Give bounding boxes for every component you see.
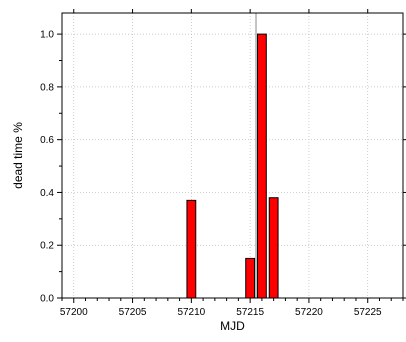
x-tick-label: 57220	[295, 307, 323, 318]
x-tick-label: 57215	[236, 307, 264, 318]
plot-frame	[61, 12, 404, 299]
x-tick-label: 57205	[119, 307, 147, 318]
x-tick-label: 57200	[60, 307, 88, 318]
y-tick-label: 1.0	[40, 30, 54, 41]
ticks	[57, 9, 406, 303]
bar	[268, 197, 279, 299]
x-tick-label: 57210	[177, 307, 205, 318]
y-tick-label: 0.4	[40, 188, 54, 199]
y-axis-title: dead time %	[11, 122, 25, 189]
y-tick-labels: 0.0 0.2 0.4 0.6 0.8 1.0	[40, 30, 54, 305]
bar	[256, 33, 267, 299]
x-tick-label: 57225	[354, 307, 382, 318]
x-tick-labels: 57200 57205 57210 57215 57220 57225	[60, 307, 382, 318]
y-tick-label: 0.2	[40, 241, 54, 252]
bars	[186, 33, 279, 299]
bar	[245, 257, 256, 299]
grid	[62, 13, 403, 299]
x-axis-title: MJD	[220, 319, 245, 333]
y-tick-label: 0.6	[40, 135, 54, 146]
bar	[186, 199, 197, 299]
y-tick-label: 0.8	[40, 82, 54, 93]
y-tick-label: 0.0	[40, 294, 54, 305]
